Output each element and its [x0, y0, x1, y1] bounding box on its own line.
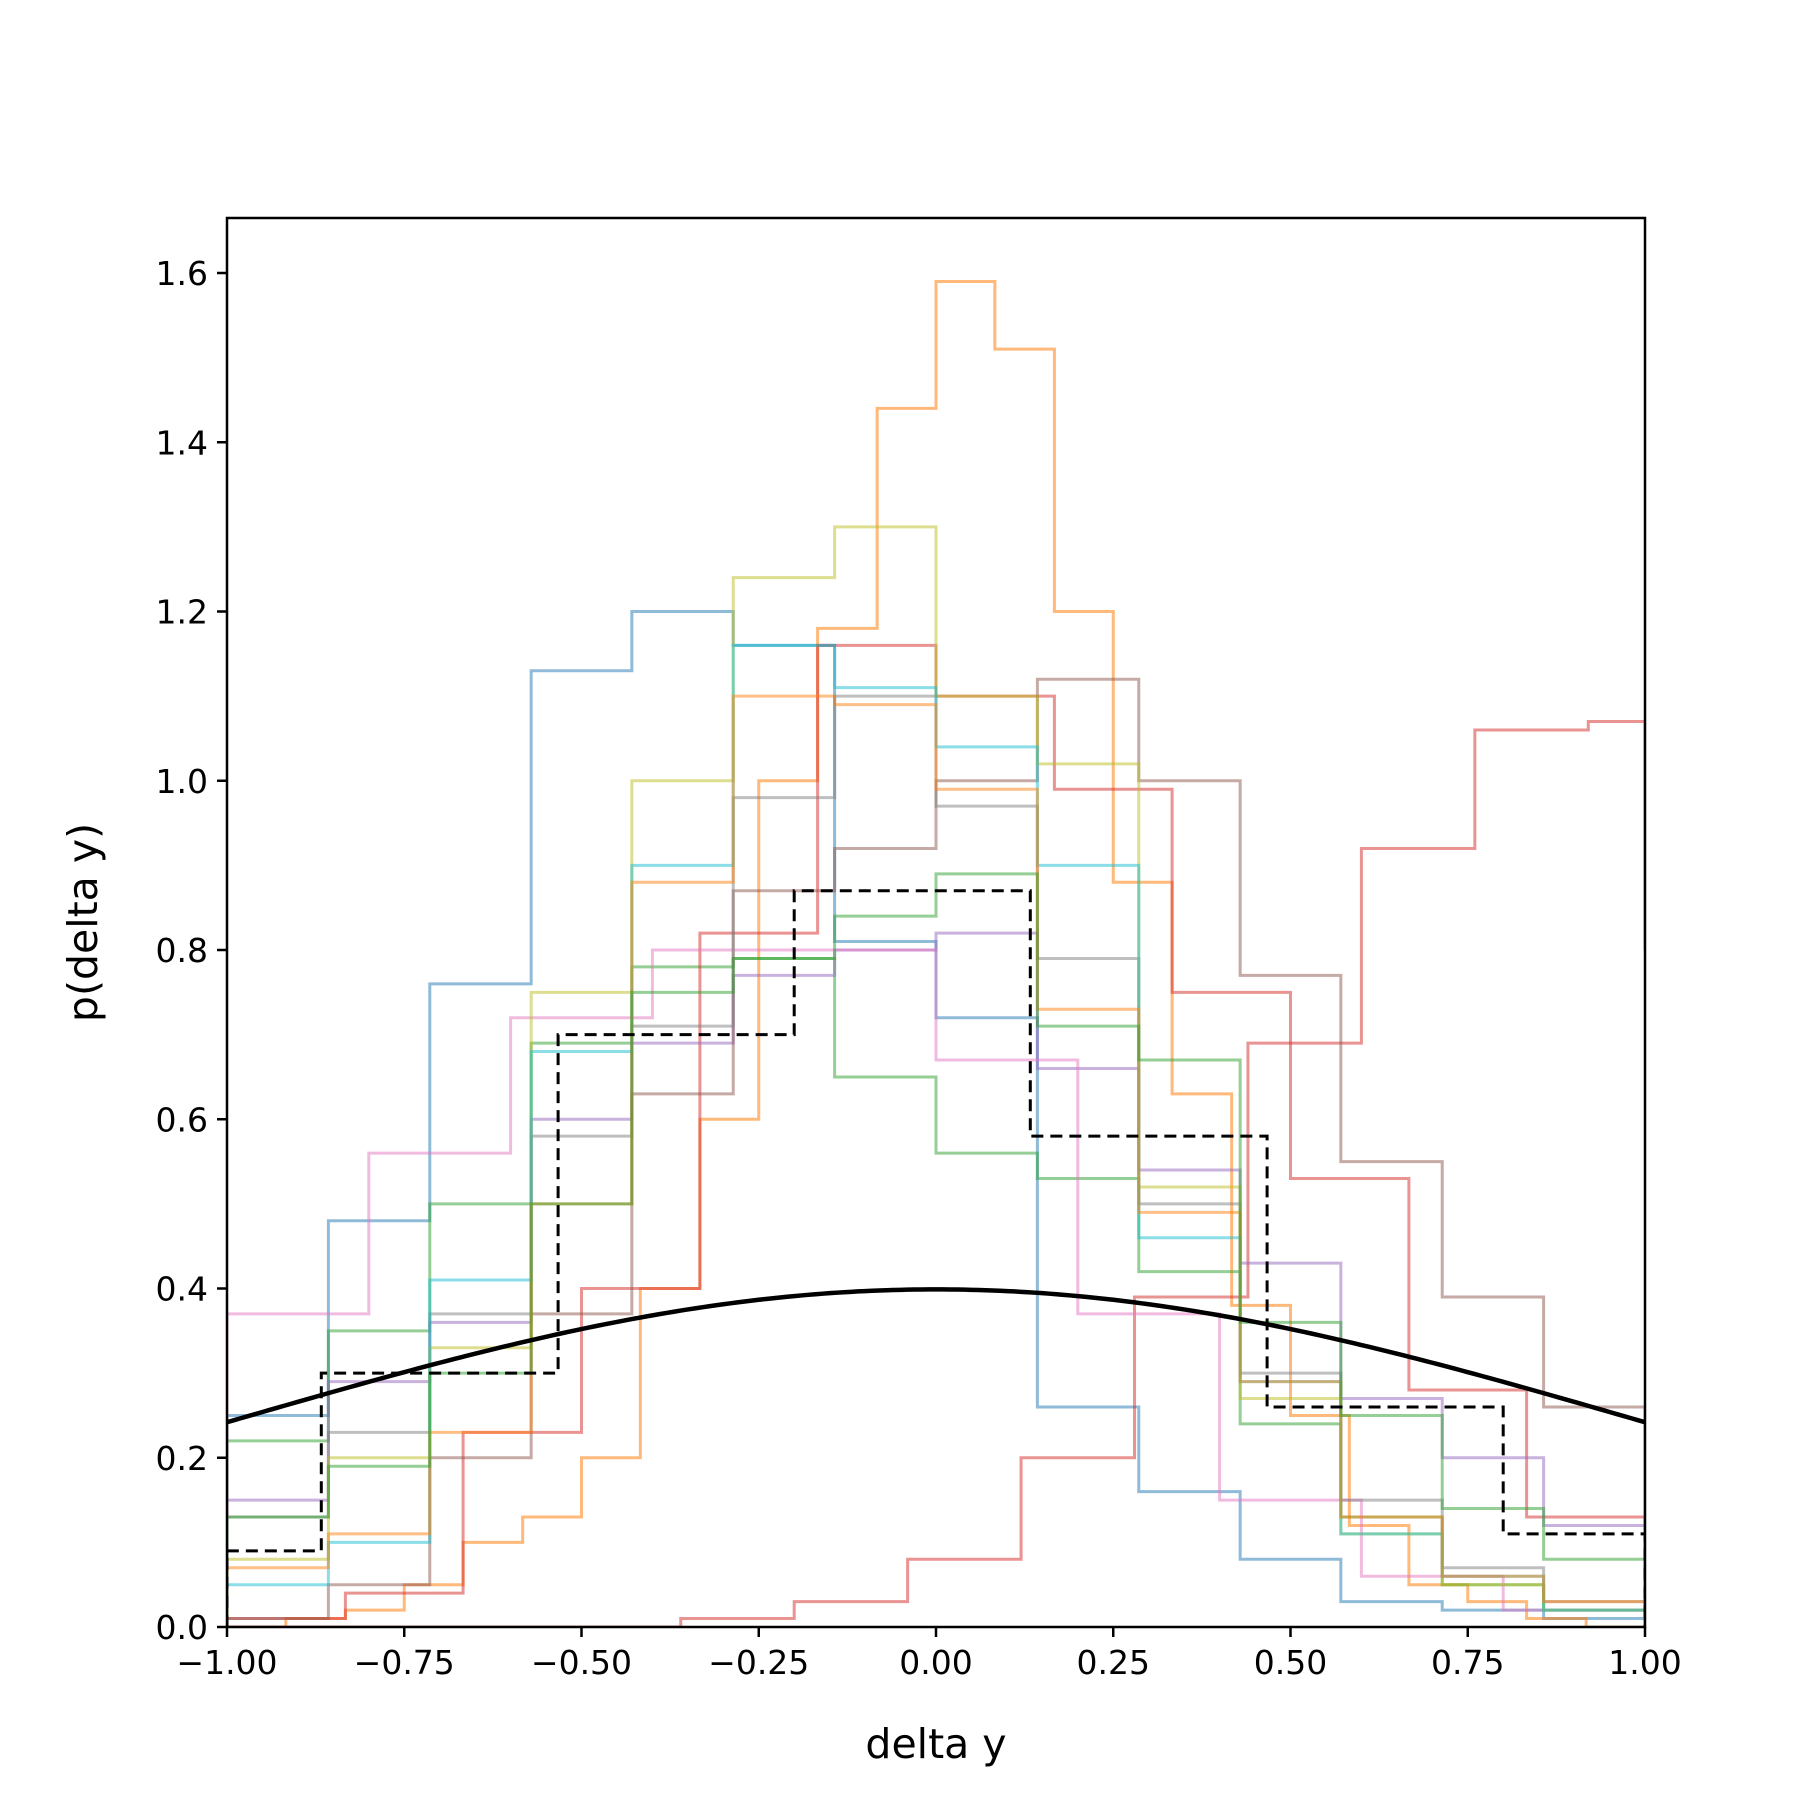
x-tick-label: −0.75: [354, 1643, 455, 1682]
y-axis-label: p(delta y): [59, 823, 107, 1022]
x-tick-label: −0.25: [708, 1643, 809, 1682]
histogram-series-13: [227, 872, 1645, 1627]
y-tick-label: 0.2: [156, 1439, 208, 1478]
histogram-series-4: [227, 720, 1645, 1627]
x-tick-label: −1.00: [176, 1643, 277, 1682]
y-tick-label: 1.2: [156, 593, 208, 632]
y-tick-label: 1.6: [156, 254, 208, 293]
y-tick-label: 0.0: [156, 1608, 208, 1647]
y-tick-label: 1.4: [156, 423, 208, 462]
x-tick-label: −0.50: [531, 1643, 632, 1682]
x-tick-label: 0.00: [899, 1643, 972, 1682]
y-tick-label: 0.4: [156, 1270, 208, 1309]
x-tick-label: 0.25: [1077, 1643, 1150, 1682]
y-tick-label: 0.8: [156, 931, 208, 970]
y-tick-label: 1.0: [156, 762, 208, 801]
x-tick-label: 0.75: [1431, 1643, 1504, 1682]
x-axis-label: delta y: [865, 1720, 1006, 1768]
y-tick-label: 0.6: [156, 1100, 208, 1139]
x-axis-ticks: −1.00 −0.75 −0.50 −0.25 0.00 0.25 0.50 0.75 1.00: [176, 1627, 1682, 1682]
y-axis-ticks: 0.0 0.2 0.4 0.6 0.8 1.0 1.2 1.4 1.6: [156, 254, 227, 1647]
x-tick-label: 1.00: [1608, 1643, 1681, 1682]
normal-curve: [227, 1287, 1645, 1425]
series-layer: [227, 279, 1645, 1627]
aggregate-histogram: [227, 889, 1645, 1627]
x-tick-label: 0.50: [1254, 1643, 1327, 1682]
